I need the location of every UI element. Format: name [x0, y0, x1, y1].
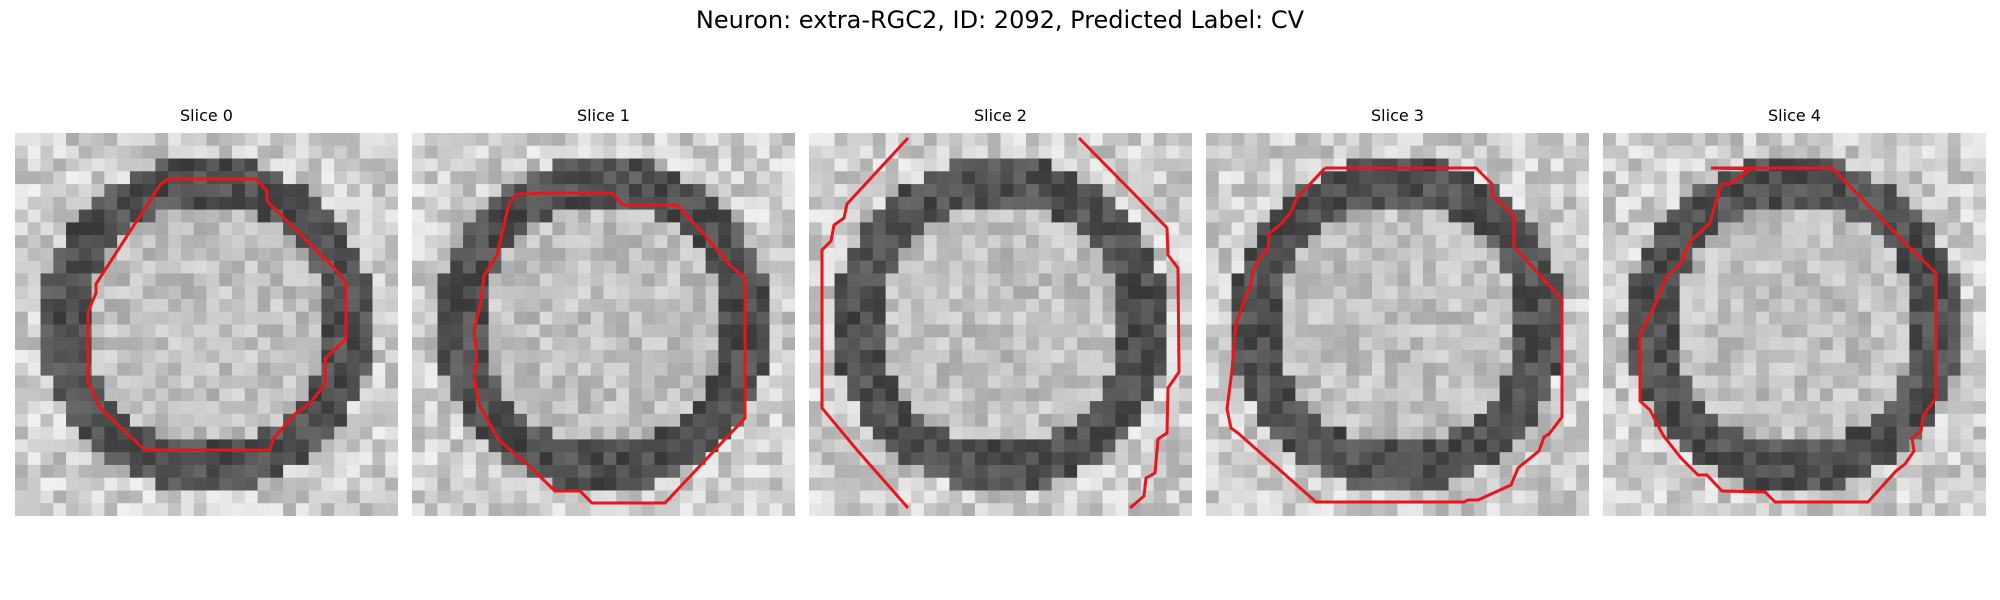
contour-line [86, 177, 348, 452]
slice-image [1603, 133, 1986, 516]
slice-image [412, 133, 795, 516]
figure-title: Neuron: extra-RGC2, ID: 2092, Predicted … [695, 6, 1305, 34]
contour-line [1077, 136, 1181, 510]
slice-title: Slice 1 [577, 106, 630, 125]
slice-title: Slice 2 [974, 106, 1027, 125]
contour-line [472, 191, 747, 505]
slice-title: Slice 3 [1371, 106, 1424, 125]
contour-line [1638, 166, 1938, 504]
slice-title: Slice 4 [1768, 106, 1821, 125]
slice-image [15, 133, 398, 516]
grayscale-grid [1603, 133, 1986, 516]
slice-image [809, 133, 1192, 516]
slice-image [1206, 133, 1589, 516]
grayscale-grid [809, 133, 1192, 516]
slice-title: Slice 0 [180, 106, 233, 125]
contour-line [820, 136, 910, 509]
grayscale-grid [15, 133, 398, 516]
contour-line [1225, 166, 1564, 504]
grayscale-grid [412, 133, 795, 516]
